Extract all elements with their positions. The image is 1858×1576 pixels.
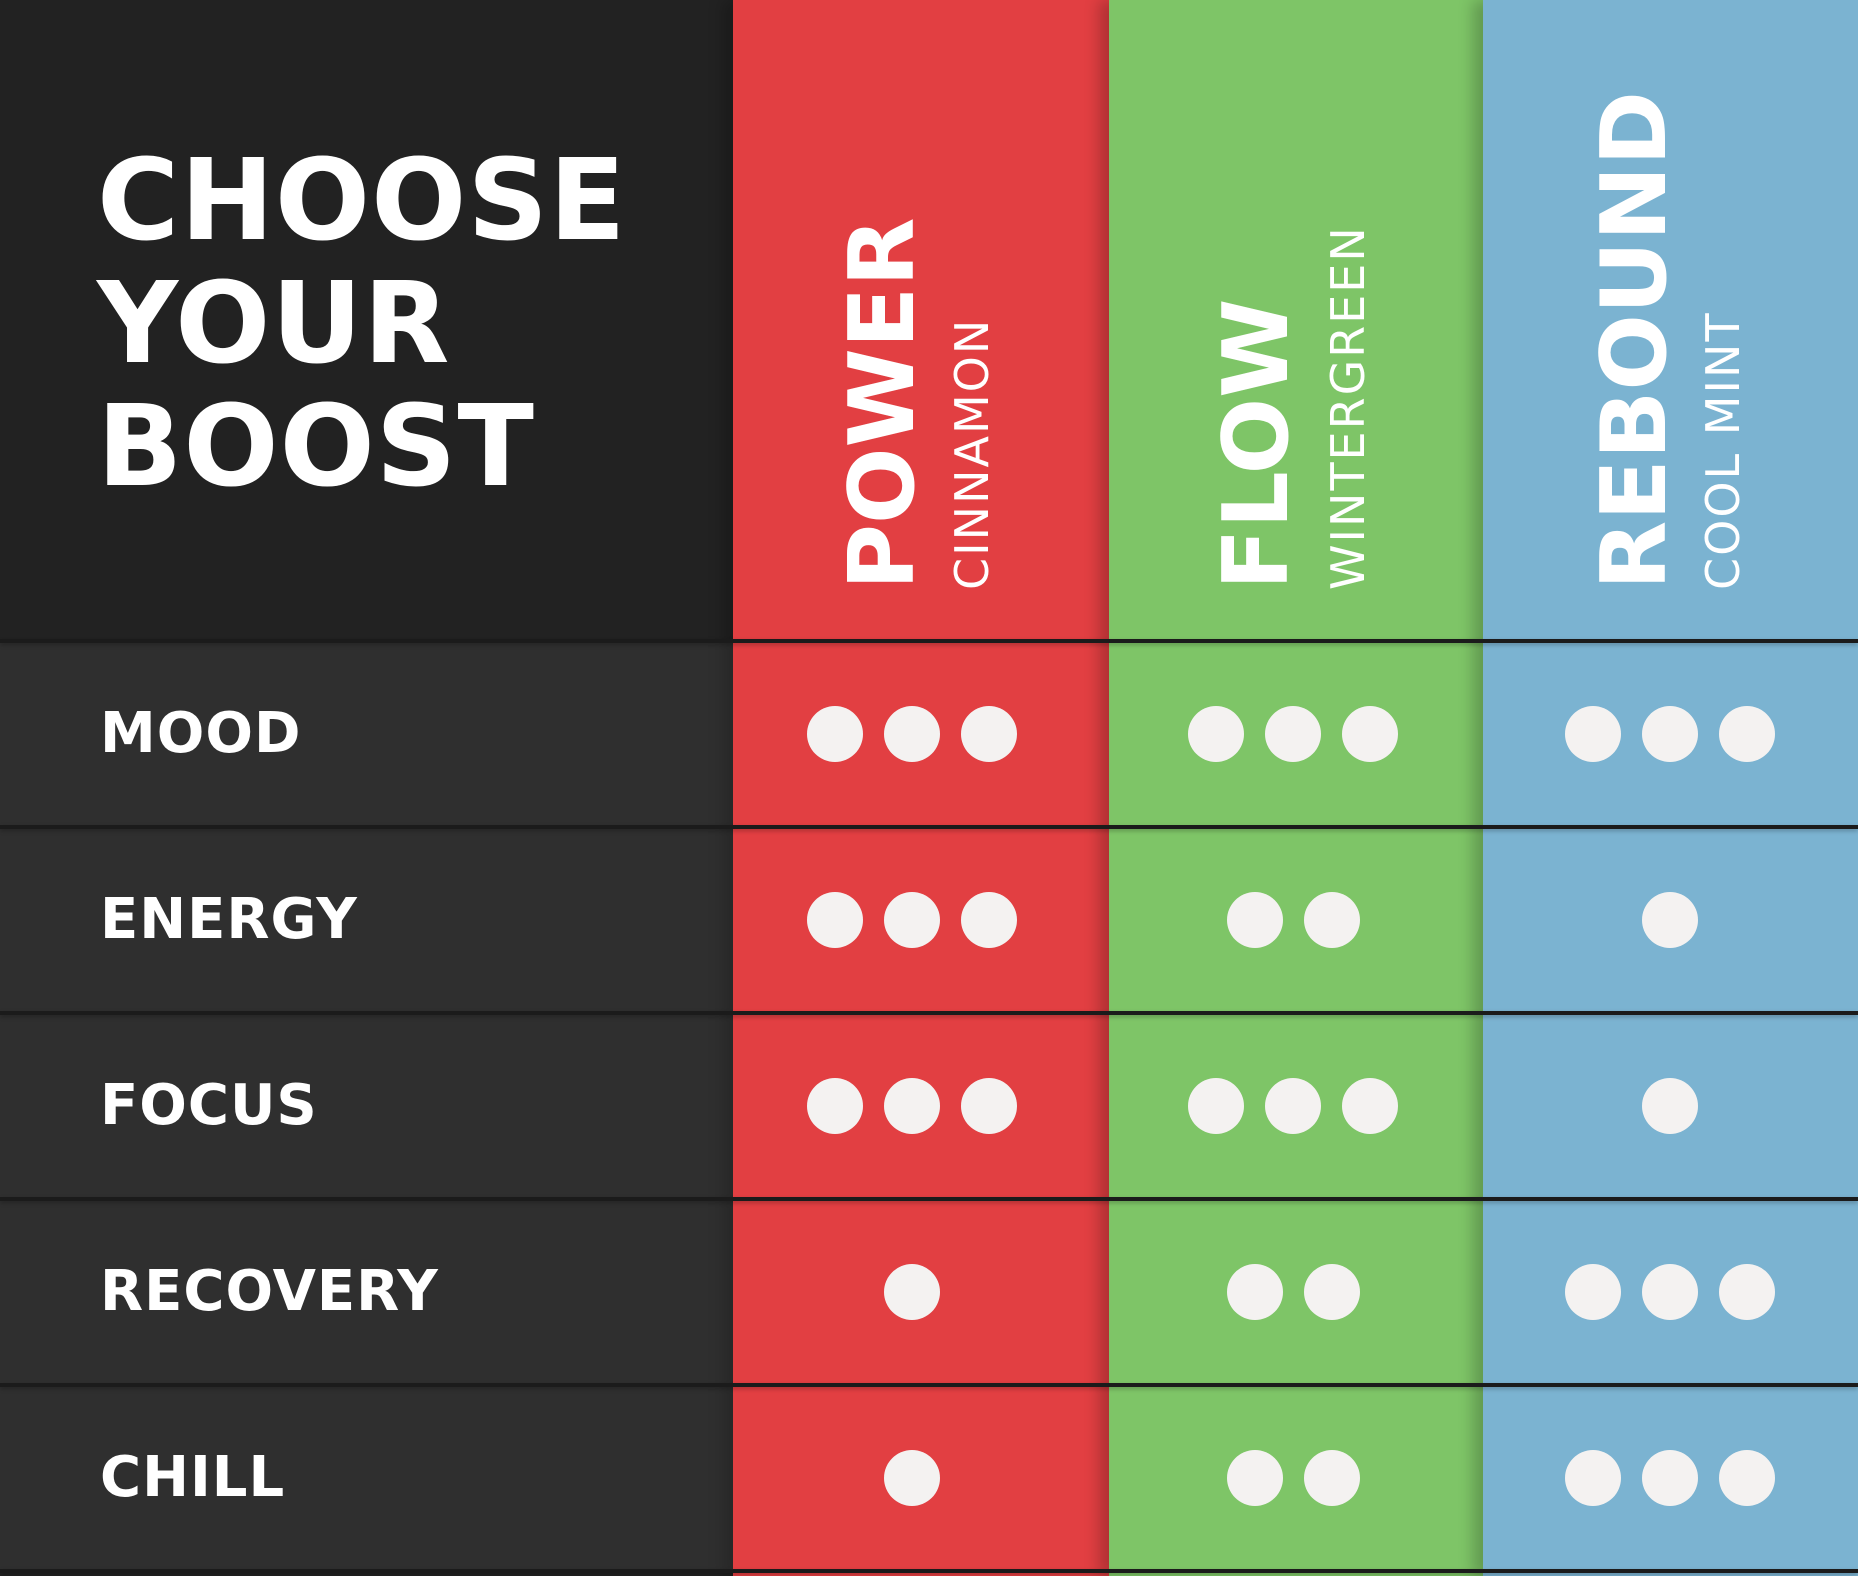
product-name-rebound: REBOUND bbox=[1582, 91, 1687, 590]
row-divider bbox=[0, 1383, 1858, 1387]
rating-dot-rebound bbox=[1565, 706, 1621, 762]
product-name-power: POWER bbox=[830, 217, 935, 590]
rating-dot-rebound bbox=[1642, 1264, 1698, 1320]
table-row bbox=[0, 829, 733, 1011]
row-label-mood: MOOD bbox=[100, 701, 302, 766]
rating-dot-rebound bbox=[1642, 1078, 1698, 1134]
rating-dot-rebound bbox=[1642, 1450, 1698, 1506]
rating-dot-flow bbox=[1265, 1078, 1321, 1134]
rating-dot-power bbox=[884, 1264, 940, 1320]
product-name-flow: FLOW bbox=[1204, 298, 1309, 590]
rating-dot-rebound bbox=[1642, 706, 1698, 762]
product-flavor-flow: WINTERGREEN bbox=[1321, 225, 1375, 590]
product-flavor-rebound: COOL MINT bbox=[1696, 311, 1750, 590]
row-label-focus: FOCUS bbox=[100, 1073, 318, 1138]
rating-dot-power bbox=[884, 892, 940, 948]
header-divider bbox=[0, 639, 1858, 643]
row-label-recovery: RECOVERY bbox=[100, 1259, 439, 1324]
table-row bbox=[0, 1387, 733, 1569]
column-flow-background bbox=[1109, 0, 1483, 1576]
row-divider bbox=[0, 825, 1858, 829]
rating-dot-power bbox=[807, 892, 863, 948]
row-divider bbox=[0, 1197, 1858, 1201]
row-label-energy: ENERGY bbox=[100, 887, 358, 952]
title-line-2: YOUR bbox=[97, 259, 451, 389]
title-line-1: CHOOSE bbox=[97, 136, 627, 266]
rating-dot-rebound bbox=[1719, 706, 1775, 762]
rating-dot-power bbox=[884, 1450, 940, 1506]
rating-dot-power bbox=[961, 1078, 1017, 1134]
row-divider bbox=[0, 1011, 1858, 1015]
rating-dot-rebound bbox=[1565, 1450, 1621, 1506]
table-row bbox=[0, 643, 733, 825]
rating-dot-flow bbox=[1188, 1078, 1244, 1134]
table-row bbox=[0, 1015, 733, 1197]
rating-dot-power bbox=[807, 706, 863, 762]
rating-dot-flow bbox=[1188, 706, 1244, 762]
rating-dot-power bbox=[961, 706, 1017, 762]
page-title: CHOOSE YOUR BOOST bbox=[97, 140, 627, 509]
rating-dot-flow bbox=[1303, 892, 1360, 948]
title-line-3: BOOST bbox=[97, 382, 535, 512]
table-row bbox=[0, 1201, 733, 1383]
product-flavor-power: CINNAMON bbox=[945, 317, 999, 590]
rating-dot-flow bbox=[1303, 1450, 1360, 1506]
rating-dot-flow bbox=[1342, 706, 1398, 762]
rating-dot-power bbox=[884, 706, 940, 762]
rating-dot-flow bbox=[1303, 1264, 1360, 1320]
rating-dot-power bbox=[961, 892, 1017, 948]
rating-dot-rebound bbox=[1719, 1450, 1775, 1506]
rating-dot-power bbox=[807, 1078, 863, 1134]
rating-dot-flow bbox=[1226, 1450, 1283, 1506]
row-label-chill: CHILL bbox=[100, 1445, 286, 1510]
rating-dot-rebound bbox=[1719, 1264, 1775, 1320]
rating-dot-flow bbox=[1265, 706, 1321, 762]
rating-dot-rebound bbox=[1642, 892, 1698, 948]
footer-divider bbox=[0, 1569, 1858, 1573]
rating-dot-rebound bbox=[1565, 1264, 1621, 1320]
rating-dot-flow bbox=[1342, 1078, 1398, 1134]
rating-dot-flow bbox=[1226, 1264, 1283, 1320]
rating-dot-power bbox=[884, 1078, 940, 1134]
rating-dot-flow bbox=[1226, 892, 1283, 948]
